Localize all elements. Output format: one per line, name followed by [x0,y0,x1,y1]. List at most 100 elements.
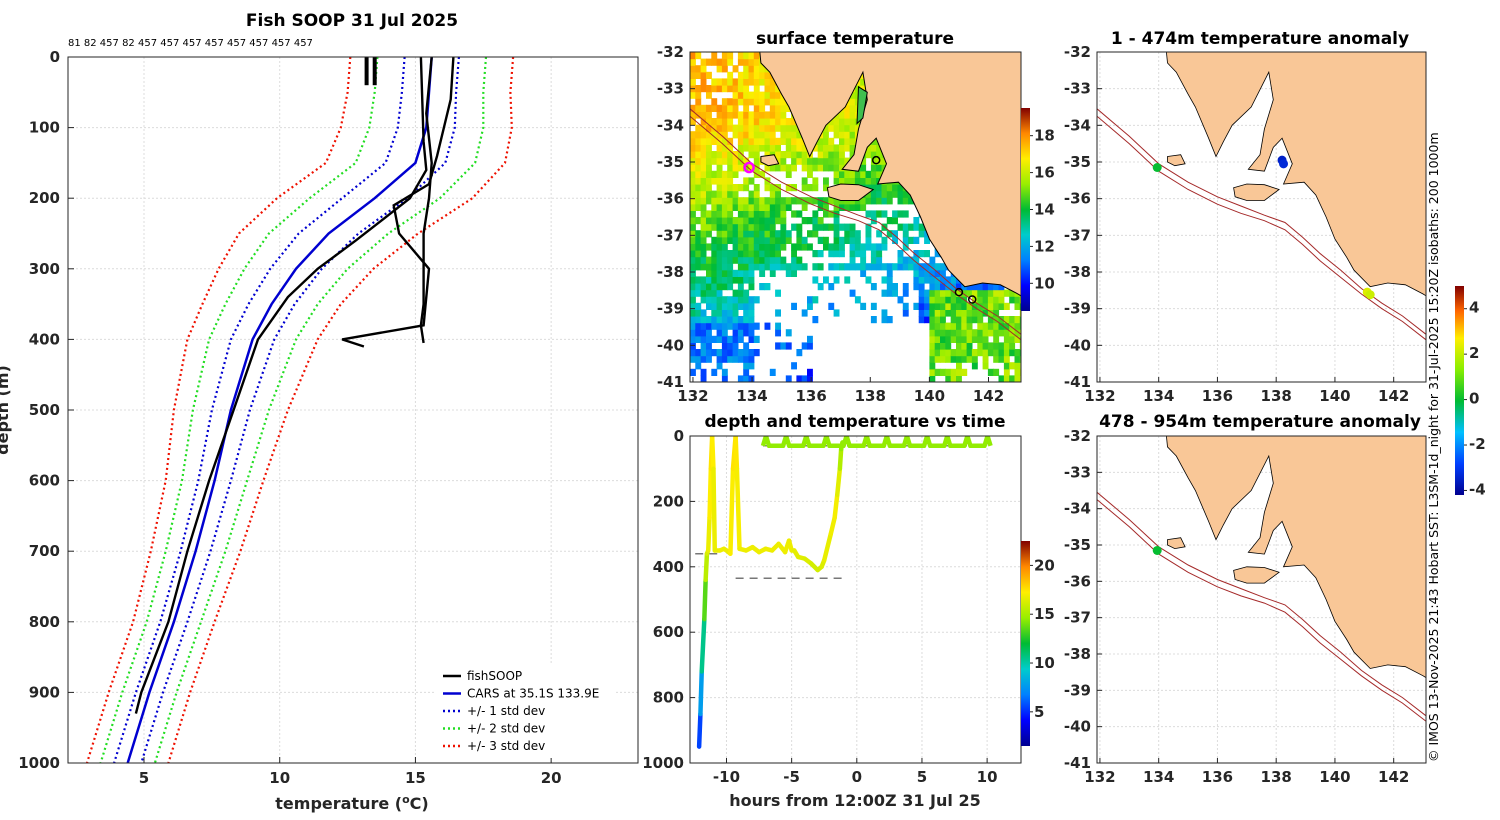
sst-cell [732,91,739,99]
sst-cell [727,316,734,324]
sst-cell [753,190,760,198]
ts-track-segment [711,466,718,553]
sst-cell [971,296,978,304]
sst-cell [993,335,1000,343]
sst-cell [706,184,712,192]
sst-cell [711,223,718,231]
sst-cell [929,368,936,376]
sst-cell [839,164,845,172]
sst-cell [817,236,824,244]
sst-cell [759,283,766,291]
sst-cell [700,71,707,79]
sst-cell [801,177,808,185]
sst-cell [807,184,813,192]
sst-cell [748,250,755,258]
sst-cell [753,137,760,145]
sst-cell [690,236,696,244]
anomaly-colorbar-tick-label: -4 [1469,480,1486,498]
sst-cell [993,289,1000,297]
sst-cell [833,276,840,284]
sst-cell [833,243,840,251]
sst-cell [833,217,840,225]
sst-cell [934,296,941,304]
sst-cell [716,151,723,159]
sst-cell [982,309,989,317]
ts-colorbar-tick-label: 5 [1034,703,1044,721]
sst-cell [706,144,712,152]
isobath-1000m [1097,499,1426,722]
map-xtick-label: 132 [1084,387,1115,405]
sst-cell [748,375,755,382]
sst-cell [716,236,723,244]
sst-cell [743,316,750,324]
sst-cell [700,375,707,382]
sst-cell [956,309,962,317]
sst-cell [977,322,984,330]
sst-cell [753,250,760,258]
sst-cell [929,276,936,284]
sst-cell [700,335,707,343]
sst-cell [940,335,946,343]
sst-cell [695,349,702,357]
credit-line: © IMOS 13-Nov-2025 21:43 Hobart SST: L3S… [1426,132,1441,762]
sst-cell [780,217,787,225]
sst-cell [690,210,696,218]
sst-cell [711,296,718,304]
sst-cell [1009,342,1016,350]
sst-cell [737,184,744,192]
sst-cell [934,368,941,376]
sst-cell [823,184,829,192]
sst-cell [823,243,829,251]
sst-cell [769,164,776,172]
sst-cell [908,197,914,205]
sst-cell [706,335,712,343]
sst-cell [940,342,946,350]
sst-cell [706,164,712,172]
sst-cell [737,203,744,211]
sst-cell [971,302,978,310]
sst-cell [987,316,994,324]
sst-cell [775,309,781,317]
sst-cell [807,230,813,238]
sst-cell [775,322,781,330]
map-xtick-label: 140 [1319,387,1350,405]
sst-cell [828,197,835,205]
sst-cell [759,236,766,244]
sst-cell [764,137,771,145]
ts-ytick-label: 0 [674,427,684,445]
sst-cell [775,256,781,264]
sst-cell [796,144,803,152]
legend-label: +/- 3 std dev [467,739,545,753]
sst-cell [732,289,739,297]
sst-cell [769,368,776,376]
sst-cell [748,65,755,73]
sst-cell [769,118,776,126]
sst-cell [716,355,723,363]
sst-cell [966,349,973,357]
sst-cell [727,335,734,343]
sst-cell [828,157,835,165]
sst-cell [716,164,723,172]
sst-cell [727,78,734,86]
sst-cell [743,203,750,211]
sst-cell [791,197,797,205]
sst-cell [748,210,755,218]
profile-ytick-label: 700 [29,542,60,560]
sst-cell [695,335,702,343]
sst-cell [839,131,845,139]
sst-cell [753,223,760,231]
sst-cell [759,71,766,79]
cars-std-3-low [85,57,352,763]
sst-cell [700,164,707,172]
sst-cell [918,309,925,317]
sst-cell [695,263,702,271]
sst-cell [764,71,771,79]
sst-cell [695,144,702,152]
sst-cell [987,329,994,337]
sst-cell [700,316,707,324]
sst-cell [913,223,920,231]
sst-cell [870,137,877,145]
sst-cell [791,164,797,172]
sst-cell [929,335,936,343]
sst-cell [897,256,904,264]
